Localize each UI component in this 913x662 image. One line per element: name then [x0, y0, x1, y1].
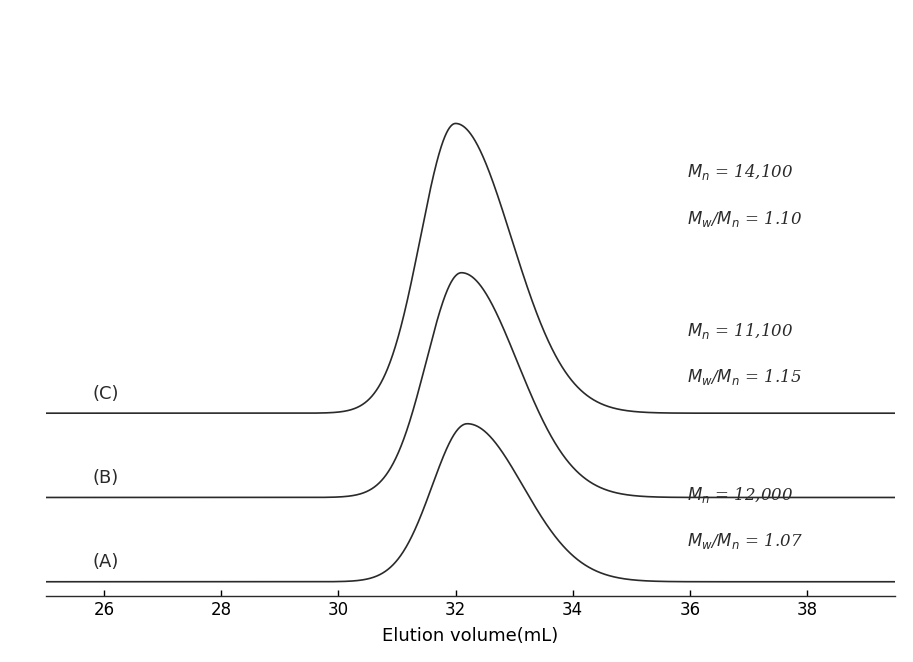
Text: $M_w$/$M_n$ = 1.07: $M_w$/$M_n$ = 1.07: [687, 531, 803, 551]
Text: (A): (A): [92, 553, 119, 571]
X-axis label: Elution volume(mL): Elution volume(mL): [382, 627, 559, 645]
Text: (C): (C): [92, 385, 119, 402]
Text: $M_n$ = 14,100: $M_n$ = 14,100: [687, 162, 793, 183]
Text: (B): (B): [92, 469, 119, 487]
Text: $M_n$ = 11,100: $M_n$ = 11,100: [687, 321, 793, 341]
Text: $M_w$/$M_n$ = 1.10: $M_w$/$M_n$ = 1.10: [687, 209, 802, 228]
Text: $M_n$ = 12,000: $M_n$ = 12,000: [687, 485, 793, 505]
Text: $M_w$/$M_n$ = 1.15: $M_w$/$M_n$ = 1.15: [687, 367, 802, 387]
